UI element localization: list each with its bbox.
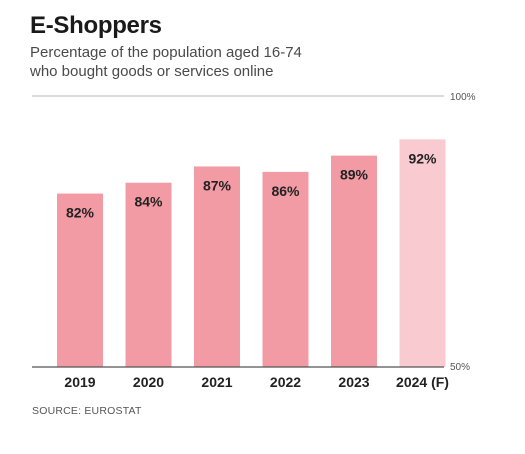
source-note: SOURCE: EUROSTAT (32, 405, 142, 417)
chart-subtitle: Percentage of the population aged 16-74 … (30, 43, 430, 81)
bar-2020 (125, 182, 172, 367)
y-tick-label-min: 50% (450, 362, 470, 373)
bar-2021 (194, 166, 240, 367)
subtitle-line-2: who bought goods or services online (30, 63, 274, 80)
bar-2022 (262, 171, 309, 367)
x-tick-label: 2022 (270, 374, 301, 390)
x-tick-label: 2020 (133, 374, 164, 390)
bar-value-label: 89% (340, 167, 369, 183)
bar-value-label: 87% (203, 177, 232, 193)
subtitle-line-1: Percentage of the population aged 16-74 (30, 44, 302, 61)
bar-value-label: 86% (271, 183, 300, 199)
x-tick-label: 2023 (338, 374, 369, 390)
x-tick-label: 2024 (F) (396, 374, 449, 390)
chart-title: E-Shoppers (30, 12, 162, 39)
x-tick-label: 2019 (64, 374, 95, 390)
bar-value-label: 84% (134, 194, 163, 210)
bar-2024-f (399, 139, 446, 367)
bar-2023 (331, 155, 377, 367)
bar-value-label: 92% (408, 150, 437, 166)
bar-value-label: 82% (66, 205, 95, 221)
x-tick-label: 2021 (201, 374, 232, 390)
bar-2019 (57, 193, 103, 367)
y-tick-label-max: 100% (450, 92, 476, 103)
